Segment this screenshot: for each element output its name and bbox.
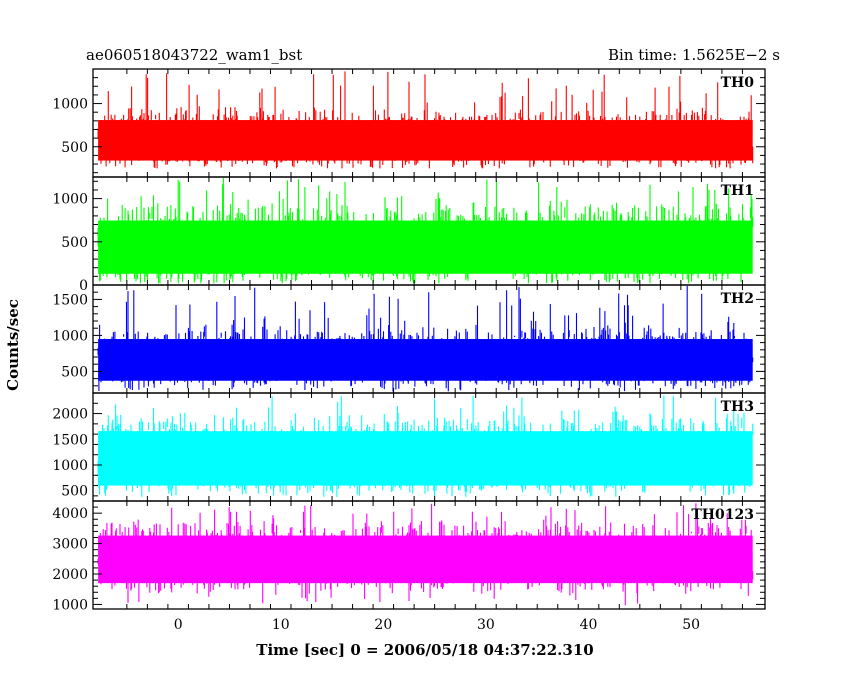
panel-th0: TH0 500 1000 bbox=[52, 68, 766, 178]
y-tick-label: 1000 bbox=[52, 192, 88, 208]
panel-label-th0123: TH0123 bbox=[691, 507, 754, 523]
y-tick-label: 1000 bbox=[52, 597, 88, 613]
y-tick-label: 500 bbox=[61, 484, 88, 500]
panel-frame bbox=[92, 500, 766, 610]
y-tick-label: 4000 bbox=[52, 506, 88, 522]
y-axis-title: Counts/sec bbox=[4, 299, 22, 391]
panel-label-th0: TH0 bbox=[721, 75, 755, 91]
panel-label-th1: TH1 bbox=[721, 183, 754, 199]
panel-label-th2: TH2 bbox=[721, 291, 754, 307]
panel-th2: TH2 500 1000 1500 bbox=[52, 284, 766, 394]
header-title: ae060518043722_wam1_bst bbox=[86, 46, 302, 64]
y-tick-label: 2000 bbox=[52, 567, 88, 583]
x-tick-label: 20 bbox=[374, 617, 392, 633]
x-tick-label: 0 bbox=[174, 617, 183, 633]
y-tick-label: 500 bbox=[61, 235, 88, 251]
y-tick-label: 1000 bbox=[52, 97, 88, 113]
panel-label-th3: TH3 bbox=[721, 399, 754, 415]
series-line-th2 bbox=[97, 285, 754, 392]
y-tick-label: 1500 bbox=[52, 292, 88, 308]
series-line-th3 bbox=[97, 395, 754, 497]
y-tick-label: 1500 bbox=[52, 432, 88, 448]
x-tick-label: 40 bbox=[580, 617, 598, 633]
y-tick-label: 500 bbox=[61, 364, 88, 380]
series-line-th0 bbox=[97, 71, 754, 169]
panel-th3: TH3 500 1000 1500 2000 bbox=[52, 392, 766, 502]
y-tick-label: 3000 bbox=[52, 537, 88, 553]
y-tick-label: 1000 bbox=[52, 328, 88, 344]
x-tick-label: 30 bbox=[477, 617, 495, 633]
series-line-th0123 bbox=[97, 503, 754, 606]
header-bin-time: Bin time: 1.5625E−2 s bbox=[608, 46, 780, 64]
y-tick-label: 2000 bbox=[52, 407, 88, 423]
y-tick-label: 500 bbox=[61, 140, 88, 156]
panels: TH05001000TH105001000TH250010001500TH350… bbox=[52, 68, 766, 633]
panel-th0123: TH0123 1000 2000 3000 4000 bbox=[52, 500, 766, 613]
series-line-th1 bbox=[97, 177, 754, 284]
x-axis-title: Time [sec] 0 = 2006/05/18 04:37:22.310 bbox=[256, 641, 593, 659]
panel-th1: TH1 0 500 1000 bbox=[52, 176, 766, 294]
x-tick-label: 10 bbox=[272, 617, 290, 633]
y-tick-label: 1000 bbox=[52, 458, 88, 474]
x-tick-label: 50 bbox=[682, 617, 700, 633]
y-tick-label: 0 bbox=[79, 278, 88, 294]
